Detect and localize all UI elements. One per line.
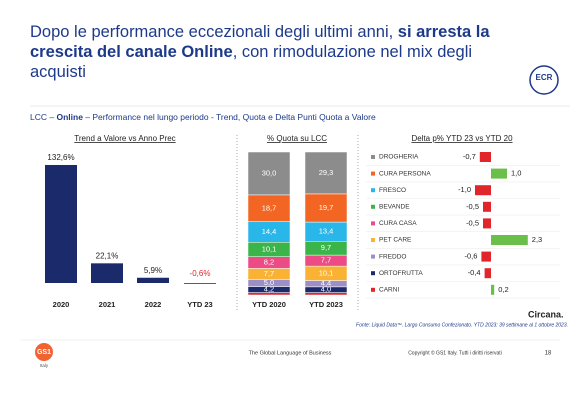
category-label: FRESCO (379, 187, 406, 194)
legend-swatch (371, 287, 375, 292)
bar (45, 164, 77, 283)
value-label: 4,2 (264, 285, 274, 294)
x-tick-label: 2022 (145, 300, 162, 309)
value-label: 2,3 (532, 235, 542, 244)
x-tick-label: 2020 (53, 300, 70, 309)
title-part: , con rimodulazione nel mix degli acquis… (30, 43, 473, 81)
gs1-logo-sub: Italy (40, 363, 49, 368)
x-tick-label: YTD 2020 (252, 300, 286, 309)
title-part: Dopo le performance eccezionali degli ul… (30, 23, 398, 41)
chart-title: Trend a Valore vs Anno Prec (74, 134, 175, 143)
bar (491, 235, 528, 245)
category-label: CURA PERSONA (379, 170, 431, 177)
chart-title: % Quota su LCC (267, 134, 327, 143)
value-label: 7,7 (321, 256, 331, 265)
bar (483, 218, 491, 229)
value-label: -0,6% (190, 269, 211, 278)
bar (91, 263, 123, 283)
bar (481, 251, 491, 262)
source: Fonte: Liquid Data™. Largo Consumo Confe… (356, 322, 568, 328)
bar (475, 185, 491, 196)
legend-swatch (371, 188, 375, 193)
x-tick-label: YTD 2023 (309, 300, 343, 309)
legend-swatch (371, 204, 375, 209)
ecr-logo-ring (529, 65, 559, 95)
bar (184, 283, 216, 284)
value-label: 4,0 (321, 285, 331, 294)
chart-title: Delta p% YTD 23 vs YTD 20 (411, 134, 513, 143)
value-label: 18,7 (262, 203, 277, 212)
x-tick-label: YTD 23 (187, 300, 212, 309)
category-label: CURA CASA (379, 220, 417, 227)
value-label: -1,0 (458, 185, 471, 194)
slide-title: Dopo le performance eccezionali degli ul… (30, 22, 510, 82)
category-label: BEVANDE (379, 204, 410, 211)
legend-swatch (371, 254, 375, 259)
value-label: -0,5 (466, 218, 479, 227)
source-logo: Circana. (528, 309, 564, 319)
ecr-logo: ECR (536, 73, 553, 82)
value-label: 5,9% (144, 266, 162, 275)
legend-swatch (371, 155, 375, 159)
value-label: -0,6 (464, 252, 477, 261)
legend-swatch (371, 271, 375, 276)
value-label: 9,7 (321, 243, 331, 252)
slide-subtitle: LCC – Online – Performance nel lungo per… (30, 112, 376, 122)
value-label: 19,7 (319, 203, 334, 212)
value-label: 30,0 (262, 168, 277, 177)
bar (483, 201, 491, 212)
category-label: PET CARE (379, 237, 412, 244)
legend-swatch (371, 238, 375, 242)
category-label: ORTOFRUTTA (379, 270, 423, 277)
value-label: 7,7 (264, 269, 274, 278)
bar-segment (304, 151, 348, 195)
legend-swatch (371, 221, 375, 226)
copyright: Copyright © GS1 Italy. Tutti i diritti r… (408, 349, 502, 356)
category-label: CARNI (379, 287, 399, 294)
x-tick-label: 2021 (99, 300, 116, 309)
bar-segment (247, 151, 291, 196)
bar (137, 277, 169, 283)
bar (484, 268, 491, 279)
bar (491, 284, 495, 295)
bar (491, 168, 507, 179)
gs1-logo: GS1 (37, 349, 51, 356)
value-label: 132,6% (47, 153, 74, 162)
bar-segment (304, 193, 348, 223)
category-label: DROGHERIA (379, 154, 419, 161)
value-label: -0,7 (463, 152, 476, 161)
gs1-logo-mark (35, 343, 53, 361)
bar-segment (247, 194, 291, 222)
subtitle-part: LCC – (30, 112, 57, 122)
value-label: -0,4 (468, 268, 481, 277)
value-label: -0,5 (466, 202, 479, 211)
value-label: 14,4 (262, 227, 277, 236)
value-label: 5,0 (264, 278, 274, 287)
value-label: 8,2 (264, 258, 274, 267)
subtitle-part: – Performance nel lungo periodo - Trend,… (82, 112, 376, 122)
legend-swatch (371, 171, 375, 176)
value-label: 13,4 (319, 227, 334, 236)
value-label: 0,2 (498, 285, 508, 294)
value-label: 10,1 (319, 268, 334, 277)
bar (479, 152, 491, 162)
value-label: 1,0 (511, 169, 521, 178)
tagline: The Global Language of Business (249, 350, 332, 356)
value-label: 22,1% (96, 251, 119, 260)
title-part: si arresta la crescita del canale Online (30, 23, 490, 61)
value-label: 4,4 (321, 279, 331, 288)
subtitle-part: Online (56, 112, 83, 122)
page-number: 18 (545, 351, 552, 357)
value-label: 10,1 (262, 244, 277, 253)
category-label: FREDDO (379, 253, 406, 260)
value-label: 29,3 (319, 168, 334, 177)
